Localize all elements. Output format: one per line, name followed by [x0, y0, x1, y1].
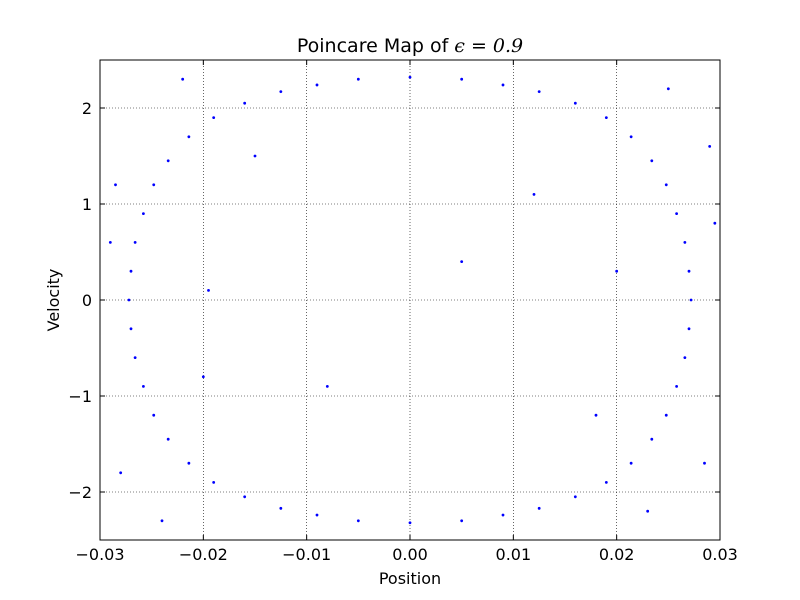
data-point	[664, 413, 668, 417]
data-point	[207, 289, 210, 292]
data-point	[460, 77, 464, 81]
data-point	[166, 437, 170, 441]
data-point	[243, 101, 247, 105]
axis-ticks: −0.03 −0.02 −0.01 0.00 0.01 0.02 0.03 2 1 0 −1 −2	[68, 60, 738, 564]
data-point	[279, 506, 283, 510]
data-point	[243, 495, 247, 499]
data-point	[629, 135, 633, 139]
data-point	[675, 212, 678, 216]
data-point	[129, 327, 133, 331]
x-tick-label: −0.01	[282, 545, 331, 564]
data-point	[604, 481, 608, 484]
data-point	[127, 298, 131, 302]
data-point	[356, 77, 360, 81]
data-point	[166, 159, 170, 163]
data-point	[129, 269, 133, 273]
data-point	[187, 135, 191, 139]
x-tick-label: 0.01	[496, 545, 532, 564]
data-point	[683, 356, 687, 359]
x-tick-label: 0.02	[599, 545, 635, 564]
chart-title: Poincare Map of ϵ = 0.9	[297, 35, 523, 57]
data-point	[708, 145, 712, 148]
data-point	[650, 159, 654, 163]
data-point	[689, 298, 693, 302]
data-point	[573, 495, 577, 499]
data-point	[683, 241, 687, 244]
data-point	[356, 519, 360, 523]
y-tick-label: 0	[82, 291, 92, 310]
data-point	[142, 385, 145, 388]
data-point	[212, 481, 216, 484]
data-point	[532, 193, 536, 196]
data-point	[713, 221, 717, 225]
data-point	[315, 83, 319, 87]
chart-title-math: ϵ = 0.9	[454, 35, 523, 57]
data-point	[119, 471, 123, 475]
y-tick-label: −2	[68, 483, 92, 502]
data-point	[181, 77, 185, 81]
x-tick-label: −0.02	[179, 545, 228, 564]
data-point	[212, 116, 216, 119]
data-point	[187, 461, 191, 465]
y-tick-label: 1	[82, 195, 92, 214]
data-point	[460, 519, 464, 523]
data-point	[114, 183, 117, 187]
data-point	[408, 75, 412, 79]
chart-title-text: Poincare Map of	[297, 35, 450, 57]
data-point	[152, 413, 156, 417]
data-point	[650, 437, 654, 441]
data-point	[253, 154, 257, 158]
data-point	[408, 521, 412, 525]
data-point	[666, 87, 670, 91]
data-point	[687, 327, 691, 331]
x-tick-label: 0.03	[702, 545, 738, 564]
data-point	[687, 269, 691, 273]
data-point	[108, 241, 112, 244]
data-point	[160, 519, 164, 523]
data-point	[604, 116, 608, 119]
data-point	[501, 513, 505, 517]
data-point	[152, 183, 156, 187]
y-tick-label: 2	[82, 99, 92, 118]
data-point	[201, 375, 205, 379]
x-tick-label: −0.03	[75, 545, 124, 564]
x-tick-label: 0.00	[392, 545, 428, 564]
data-point	[703, 461, 706, 465]
data-point	[675, 385, 678, 388]
data-point	[460, 260, 464, 263]
data-point	[133, 241, 137, 244]
data-point	[133, 356, 137, 359]
data-point	[629, 461, 633, 465]
data-point	[594, 413, 598, 417]
data-point	[664, 183, 668, 187]
data-point	[615, 269, 619, 273]
grid-lines	[100, 60, 720, 540]
y-tick-label: −1	[68, 387, 92, 406]
data-point	[501, 83, 505, 87]
data-point	[646, 509, 650, 513]
data-point	[573, 101, 577, 105]
data-point	[142, 212, 145, 216]
data-point	[315, 513, 319, 517]
data-point	[279, 90, 283, 94]
data-point	[537, 90, 541, 94]
data-point	[537, 506, 541, 510]
y-axis-label: Velocity	[44, 269, 63, 332]
scatter-points	[108, 75, 717, 525]
data-point	[325, 385, 329, 388]
x-axis-label: Position	[379, 569, 441, 588]
